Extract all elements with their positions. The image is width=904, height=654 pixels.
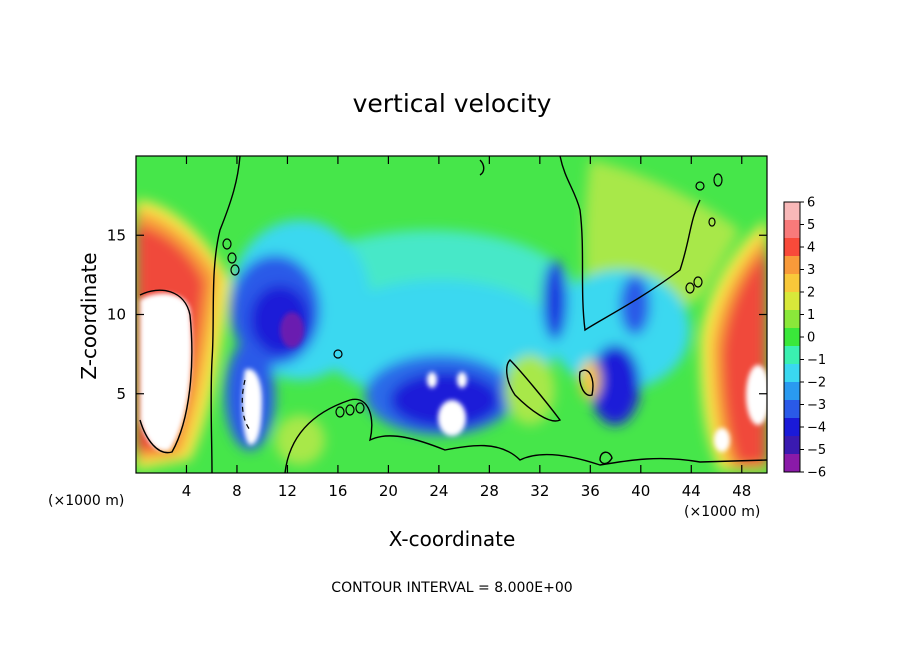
x-unit-label-left: (×1000 m) — [48, 493, 124, 509]
colorbar: 6 5 4 3 2 1 0 −1 −2 −3 −4 −5 −6 — [783, 196, 826, 481]
y-ticks: 5 10 15 — [107, 226, 767, 403]
colorbar-swatch — [784, 454, 800, 472]
colorbar-swatch — [784, 436, 800, 454]
colorbar-tick-label: −2 — [807, 376, 826, 391]
x-tick-label: 20 — [379, 482, 398, 500]
colorbar-tick-label: 4 — [807, 241, 815, 256]
colorbar-swatch — [784, 292, 800, 310]
x-tick-label: 4 — [182, 482, 192, 500]
chart-title: vertical velocity — [353, 89, 552, 118]
colorbar-swatch — [784, 418, 800, 436]
colorbar-swatch — [784, 256, 800, 274]
colorbar-tick-label: 0 — [807, 331, 815, 346]
x-tick-label: 44 — [682, 482, 701, 500]
colorbar-swatch — [784, 328, 800, 346]
x-axis-label: X-coordinate — [389, 527, 516, 551]
colorbar-tick-label: −1 — [807, 353, 826, 368]
colorbar-tick-label: −6 — [807, 466, 826, 481]
colorbar-swatch — [784, 202, 800, 220]
negative-contour — [241, 379, 251, 431]
colorbar-swatch — [784, 310, 800, 328]
colorbar-swatch — [784, 364, 800, 382]
colorbar-swatch — [784, 274, 800, 292]
colorbar-tick-label: −3 — [807, 398, 826, 413]
colorbar-tick-label: 6 — [807, 196, 815, 211]
colorbar-swatch — [784, 382, 800, 400]
heatmap-field — [136, 156, 767, 473]
colorbar-swatch — [784, 346, 800, 364]
x-ticks: 4 8 12 16 20 24 28 32 36 40 44 48 — [182, 156, 751, 500]
x-tick-label: 28 — [480, 482, 499, 500]
contour-lines — [139, 156, 767, 473]
field-blobs — [136, 160, 767, 470]
x-unit-label-right: (×1000 m) — [684, 504, 760, 520]
colorbar-swatch — [784, 220, 800, 238]
colorbar-swatch — [784, 238, 800, 256]
colorbar-tick-label: −5 — [807, 443, 826, 458]
x-tick-label: 16 — [328, 482, 347, 500]
x-tick-label: 8 — [232, 482, 242, 500]
colorbar-tick-label: 2 — [807, 286, 815, 301]
contour-small-loops — [222, 173, 723, 418]
y-tick-label: 10 — [107, 306, 126, 324]
x-tick-label: 36 — [581, 482, 600, 500]
colorbar-tick-label: 5 — [807, 218, 815, 233]
y-tick-label: 15 — [107, 226, 126, 244]
contour-interval-label: CONTOUR INTERVAL = 8.000E+00 — [331, 580, 572, 596]
x-tick-label: 40 — [631, 482, 650, 500]
y-axis-label: Z-coordinate — [77, 252, 101, 379]
colorbar-tick-label: 1 — [807, 308, 815, 323]
x-tick-label: 32 — [530, 482, 549, 500]
colorbar-tick-label: −4 — [807, 421, 826, 436]
x-tick-label: 48 — [732, 482, 751, 500]
colorbar-swatch — [784, 400, 800, 418]
colorbar-tick-label: 3 — [807, 263, 815, 278]
y-tick-label: 5 — [116, 385, 126, 403]
x-tick-label: 12 — [278, 482, 297, 500]
x-tick-label: 24 — [429, 482, 448, 500]
